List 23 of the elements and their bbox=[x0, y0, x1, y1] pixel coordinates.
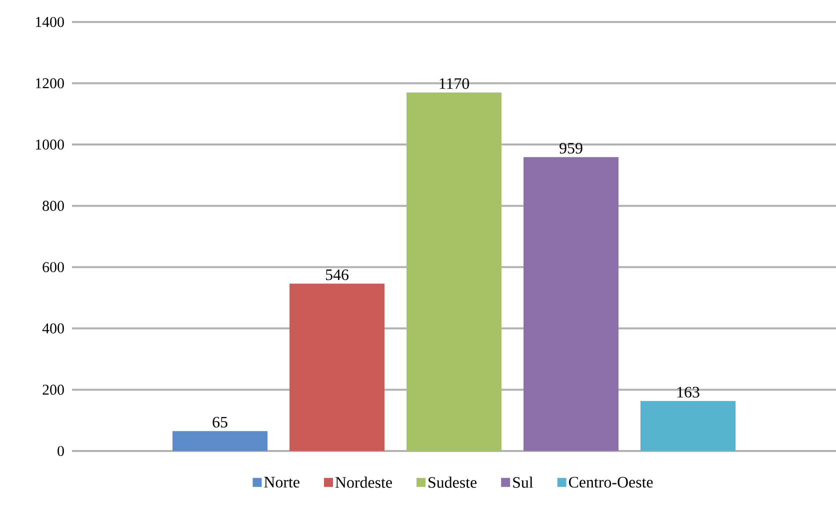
y-tick-label: 800 bbox=[42, 200, 64, 211]
legend-label: Norte bbox=[264, 476, 300, 488]
bar bbox=[406, 92, 502, 451]
bar bbox=[172, 431, 268, 451]
y-tick-label: 0 bbox=[58, 446, 64, 456]
bar bbox=[290, 284, 385, 451]
y-tick-label: 1400 bbox=[36, 16, 64, 28]
legend-label: Centro-Oeste bbox=[568, 476, 653, 488]
data-label: 65 bbox=[212, 416, 228, 428]
y-tick-label: 200 bbox=[42, 384, 64, 395]
y-tick-label: 1000 bbox=[36, 140, 64, 150]
legend-label: Nordeste bbox=[335, 476, 392, 488]
data-label: 546 bbox=[326, 269, 348, 280]
legend-label: Sul bbox=[513, 476, 534, 488]
bar bbox=[640, 401, 736, 451]
data-label: 1170 bbox=[440, 78, 470, 89]
bar bbox=[524, 157, 619, 451]
legend-label: Sudeste bbox=[428, 476, 477, 488]
y-tick-label: 1200 bbox=[36, 78, 64, 88]
y-tick-label: 400 bbox=[42, 323, 64, 334]
y-tick-label: 600 bbox=[42, 262, 64, 272]
data-label: 959 bbox=[560, 142, 582, 154]
data-label: 163 bbox=[677, 386, 700, 398]
